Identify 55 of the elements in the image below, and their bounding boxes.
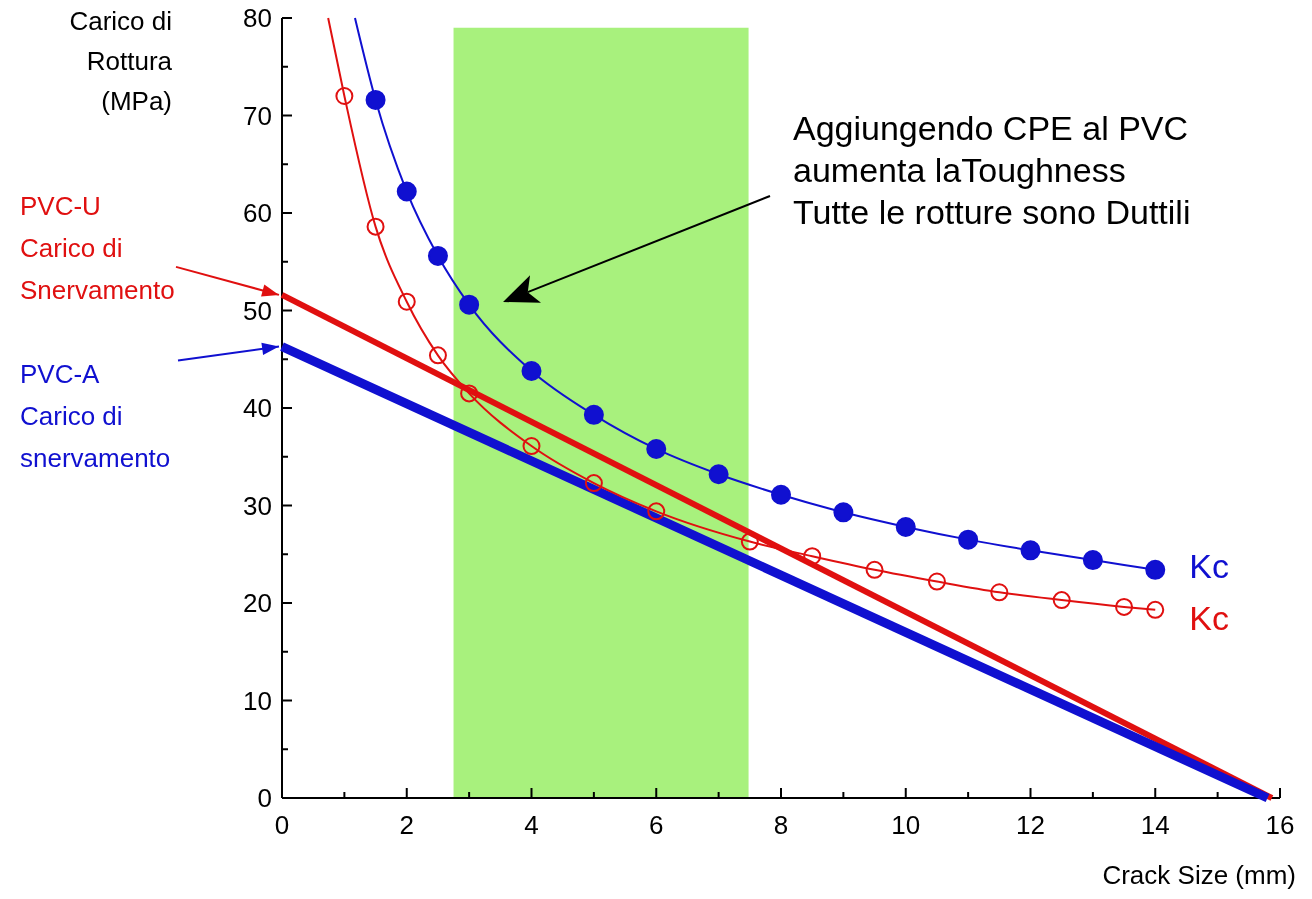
x-tick-label: 16 bbox=[1265, 810, 1295, 840]
x-tick-label: 10 bbox=[891, 810, 921, 840]
point bbox=[740, 532, 759, 551]
point bbox=[833, 502, 854, 523]
point bbox=[335, 87, 354, 105]
point bbox=[771, 484, 791, 505]
y-tick-label: 0 bbox=[257, 783, 272, 813]
point bbox=[427, 245, 448, 266]
point bbox=[1115, 597, 1134, 616]
point bbox=[584, 474, 603, 493]
annotation: PVC-A Carico di snervamento bbox=[20, 358, 171, 473]
series-label: Kc bbox=[1189, 546, 1229, 585]
point bbox=[521, 360, 542, 381]
y-tick-label: 40 bbox=[243, 393, 272, 423]
point bbox=[647, 502, 666, 521]
x-tick-label: 2 bbox=[399, 810, 414, 840]
point bbox=[583, 404, 604, 425]
x-axis-title: Crack Size (mm) bbox=[1102, 860, 1296, 890]
x-tick-label: 4 bbox=[524, 810, 539, 840]
point bbox=[366, 217, 385, 236]
annotation: Aggiungendo CPE al PVC aumenta laToughness Tutte le rotture sono Duttili bbox=[793, 109, 1191, 231]
point bbox=[397, 292, 416, 311]
point bbox=[990, 583, 1009, 602]
x-tick-label: 6 bbox=[649, 810, 664, 840]
point bbox=[1020, 540, 1041, 561]
point bbox=[895, 516, 916, 537]
point bbox=[396, 181, 417, 202]
x-tick-label: 14 bbox=[1140, 810, 1170, 840]
point bbox=[522, 437, 541, 456]
point bbox=[1145, 559, 1166, 580]
series-label: Kc bbox=[1189, 598, 1229, 637]
point bbox=[958, 529, 979, 550]
annotation: PVC-U Carico di Snervamento bbox=[20, 190, 175, 305]
point bbox=[803, 547, 822, 566]
point bbox=[365, 89, 386, 110]
y-tick-label: 80 bbox=[243, 3, 272, 33]
y-tick-label: 10 bbox=[243, 685, 272, 716]
point bbox=[1082, 550, 1103, 571]
y-tick-label: 60 bbox=[243, 198, 272, 228]
point bbox=[460, 384, 479, 403]
point bbox=[708, 464, 729, 485]
point bbox=[865, 560, 884, 579]
y-tick-label: 20 bbox=[243, 588, 272, 618]
point bbox=[927, 572, 946, 591]
point bbox=[1146, 600, 1165, 619]
point bbox=[1052, 591, 1071, 610]
point bbox=[646, 438, 667, 459]
point bbox=[459, 294, 480, 315]
x-tick-label: 8 bbox=[773, 810, 789, 840]
y-axis-title: Carico di Rottura (MPa) bbox=[69, 6, 173, 116]
x-tick-label: 12 bbox=[1016, 810, 1045, 840]
y-tick-label: 50 bbox=[243, 295, 272, 326]
point bbox=[428, 346, 447, 365]
y-tick-label: 70 bbox=[243, 100, 272, 131]
y-tick-label: 30 bbox=[243, 490, 272, 521]
